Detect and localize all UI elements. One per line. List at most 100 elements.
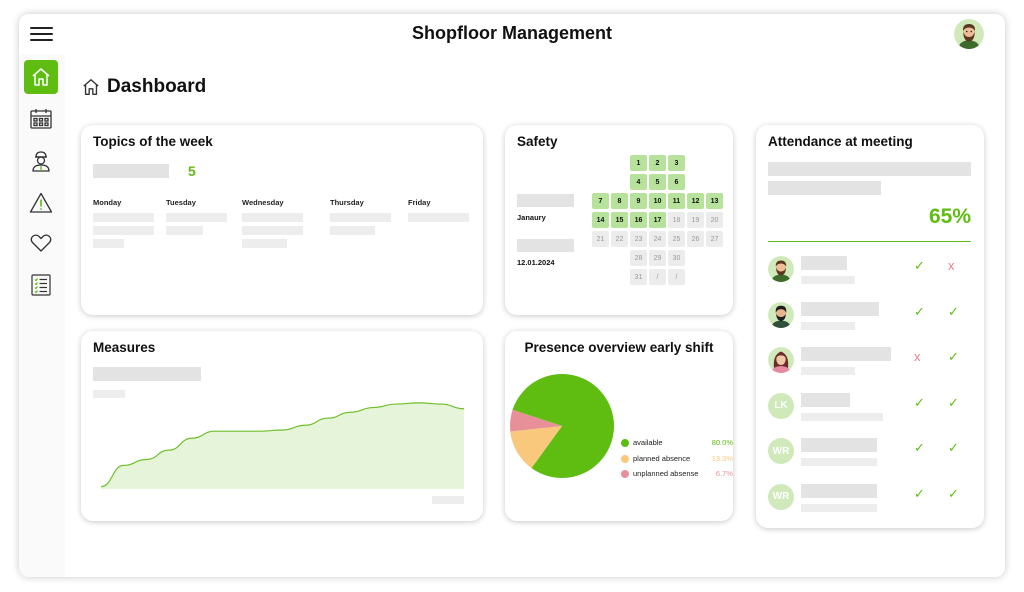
attendee-initials-avatar: WR [768, 483, 794, 510]
calendar-day[interactable]: 20 [706, 212, 723, 228]
legend-swatch [621, 439, 629, 447]
attendee-row[interactable]: ✓ x [756, 252, 984, 290]
attendance-percentage: 65% [928, 205, 971, 228]
calendar-day[interactable]: 11 [668, 193, 685, 209]
avatar-woman [768, 347, 794, 373]
checklist-icon [31, 274, 51, 296]
safety-month: Janaury [517, 213, 546, 222]
pie-slice-planned-absence[interactable] [510, 426, 562, 469]
attendee-row[interactable]: LK ✓ ✓ [756, 389, 984, 427]
calendar-day[interactable]: 12 [687, 193, 704, 209]
sidebar-item-employee[interactable] [24, 144, 58, 178]
placeholder-bar [330, 226, 375, 235]
sidebar-item-health[interactable] [24, 226, 58, 260]
avatar-dark-hair-man [768, 301, 794, 328]
calendar-day[interactable]: 6 [668, 174, 685, 190]
calendar-day[interactable]: 3 [668, 155, 685, 171]
sidebar-item-home[interactable] [24, 60, 58, 94]
safety-date: 12.01.2024 [517, 258, 555, 267]
calendar-day[interactable]: / [668, 269, 685, 285]
calendar-day[interactable]: 13 [706, 193, 723, 209]
presence-card[interactable]: Presence overview early shift available 8… [505, 331, 733, 521]
worker-icon [32, 151, 50, 172]
placeholder-bar [517, 194, 574, 207]
calendar-day[interactable]: 30 [668, 250, 685, 266]
check-icon: ✓ [948, 394, 959, 410]
cross-icon: x [948, 258, 955, 273]
calendar-day[interactable]: 8 [611, 193, 628, 209]
placeholder-bar [801, 483, 877, 498]
placeholder-bar [801, 458, 877, 466]
placeholder-bar [801, 503, 877, 512]
calendar-day[interactable]: 7 [592, 193, 609, 209]
safety-card[interactable]: Safety Janaury 12.01.2024 1 2 3 4 5 6 7 8 9 10 11 1… [505, 125, 733, 315]
calendar-day[interactable]: 1 [630, 155, 647, 171]
sidebar-item-checklist[interactable] [24, 268, 58, 302]
day-label-friday: Friday [408, 198, 431, 207]
app-title: Shopfloor Management [411, 23, 612, 43]
calendar-day[interactable]: 4 [630, 174, 647, 190]
pie-slice-unplanned-absence[interactable] [510, 409, 562, 432]
check-icon: ✓ [948, 440, 959, 455]
calendar-day[interactable]: 14 [592, 212, 609, 228]
hamburger-menu-icon[interactable] [30, 27, 53, 41]
legend-value: 6.7% [715, 469, 733, 478]
calendar-day[interactable]: 17 [649, 212, 666, 228]
calendar-icon [30, 109, 52, 129]
calendar-day[interactable]: 9 [630, 193, 647, 209]
calendar-day[interactable]: 5 [649, 174, 666, 190]
legend-item: unplanned absense 6.7% [621, 469, 733, 481]
attendee-row[interactable]: x ✓ [756, 343, 984, 381]
check-icon: ✓ [914, 303, 925, 319]
placeholder-bar [801, 301, 879, 316]
attendance-divider [768, 241, 971, 242]
calendar-day[interactable]: 2 [649, 155, 666, 171]
page-title: Dashboard [81, 76, 206, 98]
topics-title: Topics of the week [93, 134, 213, 149]
placeholder-bar [408, 213, 469, 222]
attendee-row[interactable]: ✓ ✓ [756, 298, 984, 336]
topics-of-week-card[interactable]: Topics of the week 5 Monday Tuesday Wedn… [81, 125, 483, 315]
home-outline-icon [83, 79, 99, 95]
calendar-day[interactable]: 28 [630, 250, 647, 266]
placeholder-bar [801, 438, 877, 452]
placeholder-bar [801, 347, 891, 361]
measures-card[interactable]: Measures [81, 331, 483, 521]
attendee-row[interactable]: WR ✓ ✓ [756, 480, 984, 518]
calendar-day[interactable]: 25 [668, 231, 685, 247]
calendar-day[interactable]: 31 [630, 269, 647, 285]
calendar-day[interactable]: 23 [630, 231, 647, 247]
calendar-day[interactable]: 19 [687, 212, 704, 228]
safety-title: Safety [517, 134, 558, 149]
user-avatar[interactable] [954, 19, 984, 49]
sidebar-item-calendar[interactable] [24, 102, 58, 136]
sidebar-item-safety-warning[interactable] [24, 186, 58, 220]
measures-area-fill [101, 402, 464, 489]
calendar-day[interactable]: 26 [687, 231, 704, 247]
topics-count: 5 [188, 163, 196, 179]
calendar-day[interactable]: 24 [649, 231, 666, 247]
calendar-day[interactable]: 16 [630, 212, 647, 228]
calendar-day[interactable]: 21 [592, 231, 609, 247]
calendar-day[interactable]: / [649, 269, 666, 285]
calendar-day[interactable]: 18 [668, 212, 685, 228]
day-label-tuesday: Tuesday [166, 198, 196, 207]
calendar-day[interactable]: 29 [649, 250, 666, 266]
cross-icon: x [914, 349, 921, 364]
placeholder-bar [93, 164, 169, 178]
calendar-day[interactable]: 10 [649, 193, 666, 209]
placeholder-bar [801, 392, 850, 407]
sidebar [19, 54, 65, 577]
legend-item: available 80.0% [621, 438, 733, 450]
placeholder-bar [93, 239, 124, 248]
day-label-wednesday: Wednesday [242, 198, 284, 207]
attendee-row[interactable]: WR ✓ ✓ [756, 434, 984, 472]
placeholder-bar [801, 412, 883, 421]
calendar-day[interactable]: 27 [706, 231, 723, 247]
placeholder-bar [93, 226, 154, 235]
attendance-card[interactable]: Attendance at meeting 65% ✓ x ✓ ✓ x ✓ LK ✓ ✓ WR ✓ ✓… [756, 125, 984, 528]
pie-slice-available[interactable] [512, 374, 614, 478]
warning-triangle-icon [29, 192, 53, 213]
calendar-day[interactable]: 15 [611, 212, 628, 228]
calendar-day[interactable]: 22 [611, 231, 628, 247]
